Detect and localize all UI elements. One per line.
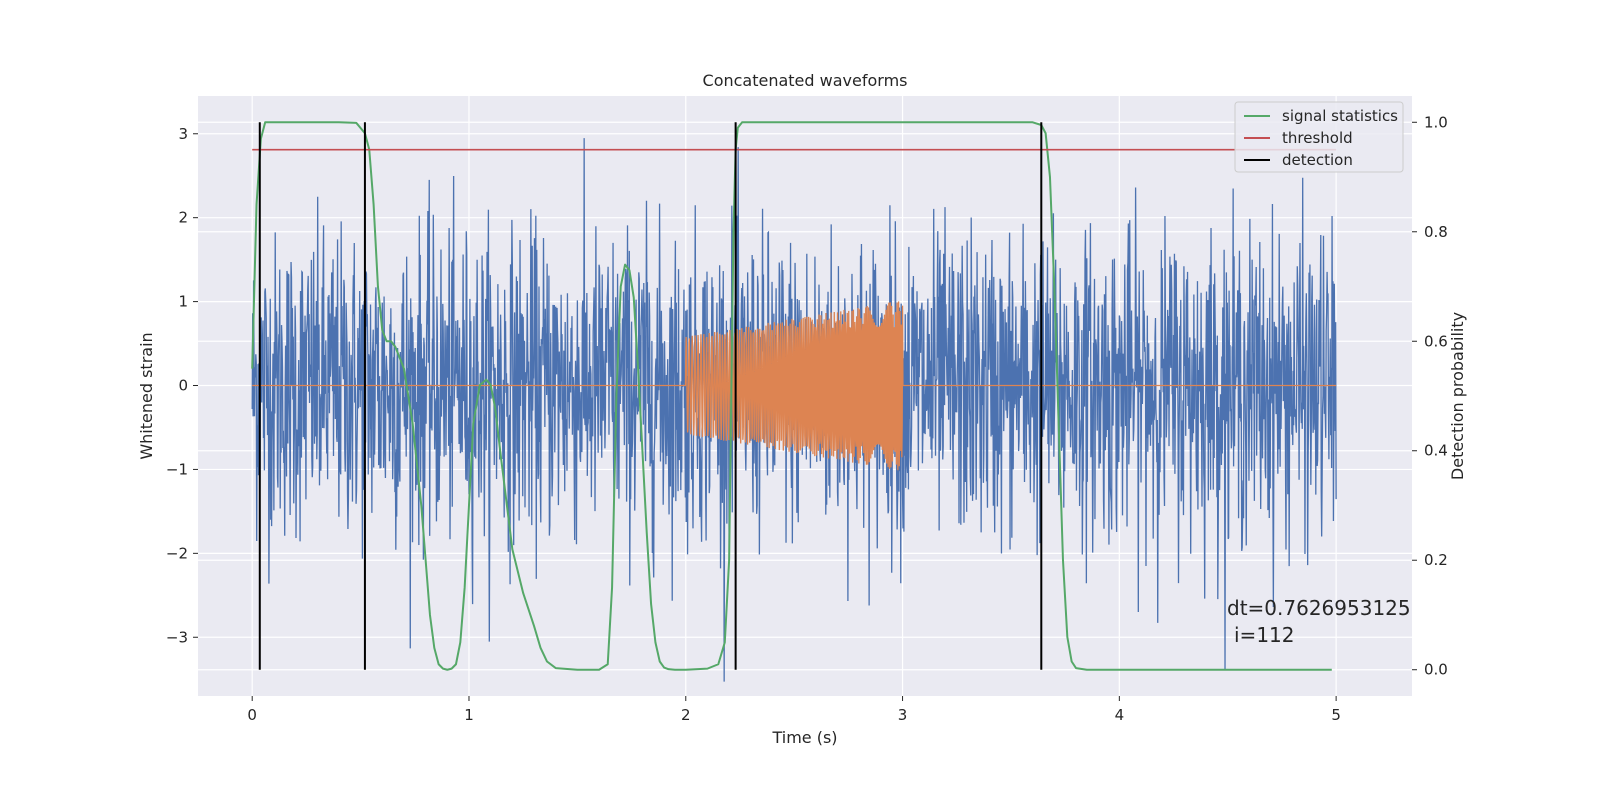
x-tick-label: 5 <box>1331 706 1341 724</box>
y2-tick-label: 1.0 <box>1424 113 1448 131</box>
y-tick-label: 0 <box>178 377 188 395</box>
legend-box <box>1234 101 1404 173</box>
legend: signal statistics threshold detection <box>1234 101 1404 173</box>
y-tick-label: 1 <box>178 293 188 311</box>
y-tick-label: −1 <box>166 460 188 478</box>
y-tick-label: 3 <box>178 125 188 143</box>
x-tick-label: 2 <box>681 706 691 724</box>
x-tick-label: 3 <box>898 706 908 724</box>
x-tick-label: 4 <box>1115 706 1125 724</box>
annotation-dt: dt=0.7626953125 <box>1227 596 1411 620</box>
legend-label-detection: detection <box>1282 151 1353 169</box>
chart-title: Concatenated waveforms <box>703 71 908 90</box>
data-layer <box>251 121 1337 682</box>
y2-tick-label: 0.2 <box>1424 551 1448 569</box>
x-tick-label: 0 <box>247 706 257 724</box>
y2-axis-label: Detection probability <box>1448 312 1467 480</box>
legend-label-signal-statistics: signal statistics <box>1282 107 1398 125</box>
x-tick-label: 1 <box>464 706 474 724</box>
series-chirp-line <box>252 301 1337 471</box>
y2-tick-label: 0.4 <box>1424 442 1448 460</box>
annotation-i: i=112 <box>1234 623 1295 647</box>
y-tick-label: −2 <box>166 544 188 562</box>
series-signal-statistics-line <box>251 121 1332 671</box>
legend-label-threshold: threshold <box>1282 129 1353 147</box>
y2-tick-label: 0.8 <box>1424 223 1448 241</box>
y-tick-label: 2 <box>178 209 188 227</box>
x-axis-label: Time (s) <box>771 728 837 747</box>
y-axis-label: Whitened strain <box>137 332 156 459</box>
ticks-layer: 0 1 2 3 4 5 −3 −2 −1 0 1 2 3 0.0 0.2 0.4 0.6 0.8 1.0 <box>166 113 1448 724</box>
y2-tick-label: 0.6 <box>1424 332 1448 350</box>
y2-tick-label: 0.0 <box>1424 661 1448 679</box>
y-tick-label: −3 <box>166 628 188 646</box>
